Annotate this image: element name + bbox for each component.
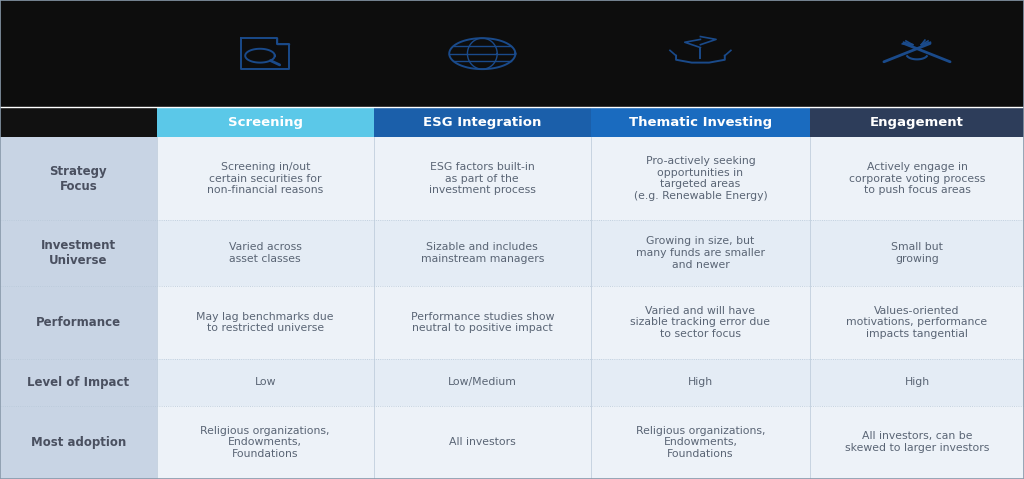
Text: Values-oriented
motivations, performance
impacts tangential: Values-oriented motivations, performance… <box>847 306 987 339</box>
Text: High: High <box>904 377 930 387</box>
Text: Low: Low <box>255 377 275 387</box>
Text: ESG Integration: ESG Integration <box>423 116 542 129</box>
Text: Growing in size, but
many funds are smaller
and newer: Growing in size, but many funds are smal… <box>636 236 765 270</box>
Text: All investors: All investors <box>449 437 516 447</box>
Text: Religious organizations,
Endowments,
Foundations: Religious organizations, Endowments, Fou… <box>636 425 765 459</box>
Text: Strategy
Focus: Strategy Focus <box>49 165 108 193</box>
Text: Low/Medium: Low/Medium <box>447 377 517 387</box>
Text: Small but
growing: Small but growing <box>891 242 943 264</box>
Bar <box>374 137 591 220</box>
Bar <box>157 107 374 137</box>
Bar <box>591 286 810 359</box>
Text: ESG factors built-in
as part of the
investment process: ESG factors built-in as part of the inve… <box>429 162 536 195</box>
Text: Most adoption: Most adoption <box>31 435 126 449</box>
Bar <box>810 137 1024 220</box>
Bar <box>0 359 157 406</box>
Bar <box>157 137 374 220</box>
Text: Pro-actively seeking
opportunities in
targeted areas
(e.g. Renewable Energy): Pro-actively seeking opportunities in ta… <box>634 156 767 201</box>
Text: Varied across
asset classes: Varied across asset classes <box>228 242 302 264</box>
Bar <box>810 359 1024 406</box>
Text: Religious organizations,
Endowments,
Foundations: Religious organizations, Endowments, Fou… <box>201 425 330 459</box>
Bar <box>0 0 1024 107</box>
Text: Screening in/out
certain securities for
non-financial reasons: Screening in/out certain securities for … <box>207 162 324 195</box>
Bar <box>157 220 374 286</box>
Bar <box>0 286 157 359</box>
Bar <box>810 107 1024 137</box>
Bar <box>810 220 1024 286</box>
Text: Engagement: Engagement <box>870 116 964 129</box>
Text: Thematic Investing: Thematic Investing <box>629 116 772 129</box>
Bar <box>157 286 374 359</box>
Text: Actively engage in
corporate voting process
to push focus areas: Actively engage in corporate voting proc… <box>849 162 985 195</box>
Bar <box>810 286 1024 359</box>
Text: Screening: Screening <box>227 116 303 129</box>
Bar <box>374 286 591 359</box>
Bar <box>157 359 374 406</box>
Text: Performance studies show
neutral to positive impact: Performance studies show neutral to posi… <box>411 311 554 333</box>
Bar <box>591 406 810 479</box>
Bar <box>0 137 157 220</box>
Text: May lag benchmarks due
to restricted universe: May lag benchmarks due to restricted uni… <box>197 311 334 333</box>
Bar <box>0 406 157 479</box>
Text: Investment
Universe: Investment Universe <box>41 239 116 267</box>
Bar <box>591 220 810 286</box>
Text: All investors, can be
skewed to larger investors: All investors, can be skewed to larger i… <box>845 431 989 453</box>
Text: Performance: Performance <box>36 316 121 329</box>
Bar <box>374 359 591 406</box>
Text: Level of Impact: Level of Impact <box>28 376 129 389</box>
Bar <box>591 359 810 406</box>
Bar <box>591 107 810 137</box>
Bar <box>374 107 591 137</box>
Text: Varied and will have
sizable tracking error due
to sector focus: Varied and will have sizable tracking er… <box>631 306 770 339</box>
Bar <box>157 406 374 479</box>
Text: Sizable and includes
mainstream managers: Sizable and includes mainstream managers <box>421 242 544 264</box>
Bar <box>374 406 591 479</box>
Bar <box>810 406 1024 479</box>
Bar <box>374 220 591 286</box>
Bar <box>591 137 810 220</box>
Bar <box>0 107 157 137</box>
Bar <box>0 220 157 286</box>
Text: High: High <box>688 377 713 387</box>
